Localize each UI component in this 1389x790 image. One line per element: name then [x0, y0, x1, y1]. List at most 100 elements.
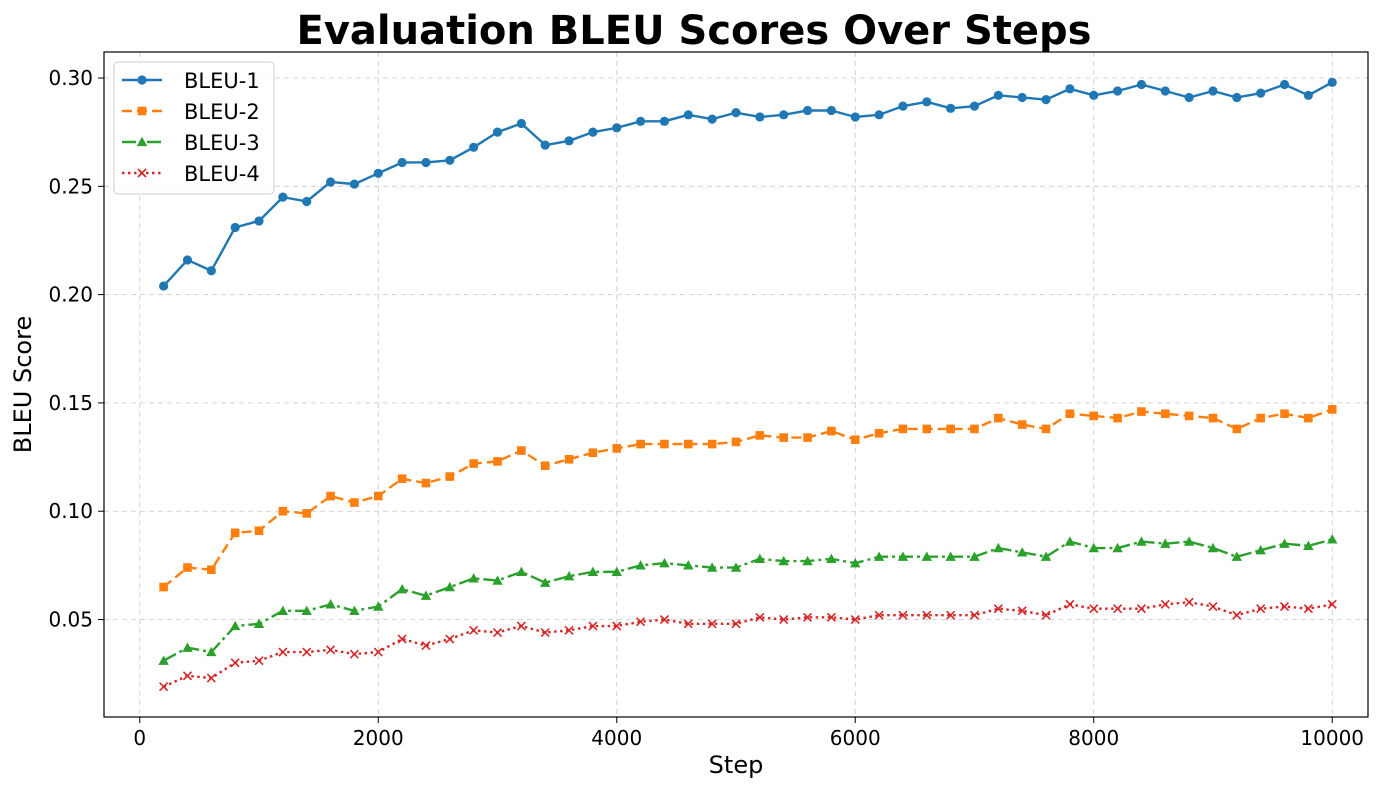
data-point: [540, 627, 550, 638]
data-point: [373, 647, 383, 657]
data-point: [803, 433, 812, 442]
data-point: [325, 177, 336, 187]
y-tick-label: 0.20: [48, 283, 93, 307]
data-point: [1232, 92, 1242, 103]
data-point: [1280, 409, 1289, 419]
data-point: [802, 555, 813, 566]
legend-box: [113, 61, 275, 195]
legend-marker: [137, 168, 147, 178]
data-point: [874, 428, 884, 438]
data-point: [969, 101, 980, 111]
data-point: [897, 551, 909, 561]
data-point: [564, 454, 574, 464]
data-point: [1327, 77, 1337, 87]
data-point: [1303, 604, 1313, 614]
data-point: [611, 566, 622, 577]
data-point: [302, 647, 312, 657]
data-point: [635, 560, 646, 570]
series-bleu-2: [159, 405, 1337, 592]
data-point: [182, 255, 193, 265]
data-point: [1041, 610, 1051, 620]
data-point: [421, 640, 431, 651]
data-point: [1279, 79, 1290, 90]
data-point: [1327, 534, 1338, 544]
data-point: [277, 605, 289, 616]
data-point: [922, 424, 932, 434]
data-point: [683, 619, 693, 629]
data-point: [469, 142, 479, 152]
data-point: [302, 196, 312, 207]
data-point: [493, 457, 502, 466]
data-point: [946, 610, 956, 620]
data-point: [421, 478, 431, 488]
data-point: [1208, 601, 1218, 612]
data-point: [516, 118, 526, 129]
data-point: [469, 625, 479, 635]
x-axis-ticks: 0 2000 4000 6000 8000 10000: [133, 717, 1364, 750]
data-point: [326, 491, 335, 501]
data-point: [993, 542, 1004, 553]
data-point: [779, 110, 789, 120]
data-point: [993, 90, 1003, 100]
data-point: [1136, 79, 1147, 90]
legend-item: BLEU-1: [122, 69, 260, 93]
data-point: [206, 266, 216, 276]
data-point: [874, 110, 884, 120]
data-point: [229, 620, 241, 631]
data-point: [445, 634, 455, 644]
x-tick-label: 10000: [1300, 726, 1364, 750]
data-point: [707, 619, 717, 629]
data-point: [349, 605, 360, 616]
data-point: [1136, 604, 1146, 614]
data-point: [254, 216, 264, 226]
data-point: [182, 642, 193, 652]
data-point: [468, 573, 479, 583]
data-point: [874, 610, 884, 620]
data-point: [636, 617, 646, 627]
data-point: [827, 426, 836, 436]
legend-marker: [137, 75, 147, 85]
data-point: [207, 565, 216, 575]
data-point: [779, 433, 788, 442]
legend-marker: [137, 106, 147, 116]
data-point: [183, 563, 192, 572]
data-point: [1065, 409, 1075, 419]
data-point: [540, 577, 551, 587]
data-point: [946, 424, 955, 434]
data-point: [755, 612, 765, 622]
data-point: [373, 168, 383, 178]
data-point: [1016, 547, 1028, 557]
data-point: [994, 413, 1003, 423]
data-point: [1089, 411, 1099, 421]
legend-label: BLEU-2: [184, 100, 260, 124]
data-point: [564, 625, 574, 635]
data-point: [826, 553, 837, 564]
data-point: [946, 103, 956, 113]
data-point: [660, 439, 669, 449]
data-point: [659, 116, 670, 126]
data-point: [636, 116, 646, 126]
data-point: [755, 431, 765, 440]
x-tick-label: 8000: [1068, 726, 1119, 750]
data-point: [254, 526, 264, 536]
data-point: [445, 155, 455, 165]
data-point: [969, 551, 980, 561]
data-point: [1279, 601, 1290, 612]
data-point: [517, 446, 526, 455]
data-point: [921, 551, 932, 561]
series-line: [162, 408, 1333, 588]
data-point: [373, 601, 384, 611]
data-point: [254, 656, 264, 666]
data-point: [540, 140, 550, 150]
data-point: [278, 647, 288, 657]
data-point: [278, 192, 288, 202]
data-point: [898, 101, 908, 111]
y-axis-ticks: 0.05 0.10 0.15 0.20 0.25 0.30: [48, 66, 104, 632]
data-point: [1256, 413, 1265, 423]
data-point: [397, 634, 407, 644]
data-point: [230, 658, 240, 668]
legend-item: BLEU-3: [122, 131, 260, 155]
data-point: [1232, 610, 1242, 620]
data-point: [683, 110, 693, 120]
